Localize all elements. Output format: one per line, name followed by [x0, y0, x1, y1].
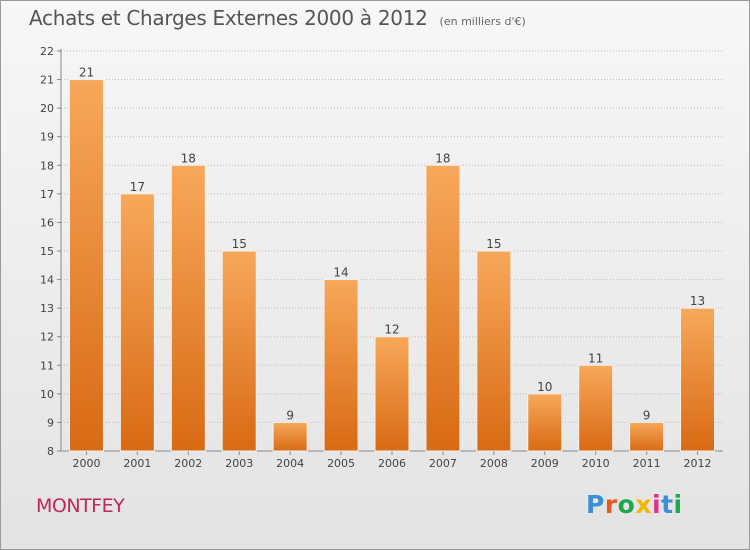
x-tick-label: 2009 — [531, 457, 559, 470]
x-tick-label: 2005 — [327, 457, 355, 470]
x-tick-label: 2011 — [633, 457, 661, 470]
data-label: 18 — [181, 151, 196, 165]
data-label: 13 — [690, 294, 705, 308]
x-tick-label: 2010 — [582, 457, 610, 470]
x-tick-label: 2007 — [429, 457, 457, 470]
data-label: 9 — [286, 408, 294, 422]
bar-2002 — [170, 164, 206, 452]
y-tick-label: 12 — [40, 331, 54, 344]
data-label: 9 — [643, 408, 651, 422]
x-tick-label: 2003 — [225, 457, 253, 470]
data-label: 10 — [537, 380, 552, 394]
bar-2004 — [272, 421, 308, 452]
data-label: 15 — [232, 237, 247, 251]
logo-letter: x — [635, 490, 652, 519]
bars — [68, 79, 716, 452]
y-tick-label: 11 — [40, 359, 54, 372]
bar-2001 — [119, 193, 155, 452]
data-label: 18 — [435, 151, 450, 165]
y-tick-label: 16 — [40, 216, 54, 229]
logo-letter: i — [652, 490, 662, 519]
y-tick-label: 9 — [47, 416, 54, 429]
y-tick-label: 14 — [40, 274, 54, 287]
data-label: 11 — [588, 351, 603, 365]
y-tick-label: 19 — [40, 131, 54, 144]
x-tick-label: 2008 — [480, 457, 508, 470]
bar-2007 — [425, 164, 461, 452]
data-label: 14 — [333, 266, 348, 280]
logo-letter: r — [604, 490, 618, 519]
x-tick-label: 2001 — [123, 457, 151, 470]
bar-2009 — [527, 393, 563, 452]
bar-2000 — [68, 79, 104, 452]
labels: 8 9 10 11 12 13 14 15 16 17 18 19 20 21 22 21 2000 17 2001… — [40, 45, 712, 470]
bar-2010 — [578, 364, 614, 452]
bar-2005 — [323, 279, 359, 452]
logo-letter: i — [673, 490, 683, 519]
y-tick-label: 17 — [40, 188, 54, 201]
bar-2003 — [221, 250, 257, 452]
chart-title: Achats et Charges Externes 2000 à 2012 (e… — [29, 6, 526, 30]
data-label: 21 — [79, 66, 94, 80]
bar-2011 — [629, 421, 665, 452]
chart-title-text: Achats et Charges Externes 2000 à 2012 — [29, 6, 428, 30]
y-tick-label: 20 — [40, 102, 54, 115]
bar-2008 — [476, 250, 512, 452]
proxiti-logo: Proxiti — [586, 490, 683, 519]
data-label: 17 — [130, 180, 145, 194]
x-tick-label: 2002 — [174, 457, 202, 470]
y-tick-label: 10 — [40, 388, 54, 401]
x-tick-label: 2004 — [276, 457, 304, 470]
bar-2012 — [680, 307, 716, 452]
logo-letter: o — [617, 490, 636, 519]
x-tick-label: 2012 — [684, 457, 712, 470]
bar-2006 — [374, 336, 410, 452]
data-label: 15 — [486, 237, 501, 251]
city-name: MONTFEY — [36, 495, 125, 517]
x-tick-label: 2000 — [72, 457, 100, 470]
logo-letter: t — [661, 490, 674, 519]
y-tick-label: 18 — [40, 159, 54, 172]
y-tick-label: 22 — [40, 45, 54, 58]
data-label: 12 — [384, 323, 399, 337]
chart-subtitle: (en milliers d'€) — [439, 15, 526, 28]
y-tick-label: 21 — [40, 74, 54, 87]
logo-letter: P — [586, 490, 605, 519]
x-tick-label: 2006 — [378, 457, 406, 470]
y-tick-label: 13 — [40, 302, 54, 315]
y-tick-label: 15 — [40, 245, 54, 258]
y-tick-label: 8 — [47, 445, 54, 458]
